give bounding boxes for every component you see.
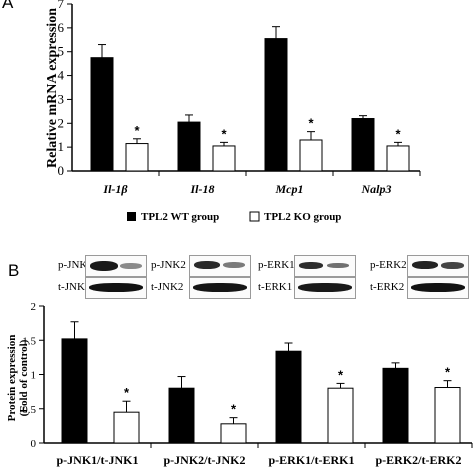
- b-significance-asterisk: *: [231, 402, 237, 417]
- legend-wt-swatch: [127, 212, 136, 221]
- a-significance-asterisk: *: [395, 126, 401, 141]
- b-category-label: p-JNK2/t-JNK2: [164, 453, 246, 467]
- blot-label-p-erk1: p-ERK1: [258, 259, 295, 271]
- b-bar-ko: [113, 411, 140, 444]
- a-significance-asterisk: *: [308, 116, 314, 131]
- a-bar-ko: [125, 143, 149, 172]
- band: [412, 261, 438, 269]
- legend-wt-label: TPL2 WT group: [141, 211, 219, 223]
- a-ytick-label: 3: [58, 91, 65, 106]
- blot-t-erk2: [407, 277, 469, 299]
- a-ytick-label: 7: [58, 0, 65, 11]
- a-category-label: Mcp1: [275, 182, 304, 196]
- band: [90, 261, 118, 271]
- blot-label-p-jnk1: p-JNK1: [58, 259, 93, 271]
- a-ytick-label: 1: [58, 139, 65, 154]
- panel-b-bars: * * * *: [43, 306, 472, 444]
- panel-b-yticks: 0 0.5 1 1.5 2: [22, 301, 44, 450]
- b-category-label: p-ERK2/t-ERK2: [375, 453, 461, 467]
- panel-b-xticks: p-JNK1/t-JNK1 p-JNK2/t-JNK2 p-ERK1/t-ERK1 p…: [57, 443, 473, 467]
- blot-label-t-jnk2: t-JNK2: [151, 281, 184, 293]
- blot-p-jnk1: [85, 255, 147, 277]
- band: [223, 262, 245, 268]
- panel-a-xticks: Il-1β Il-18 Mcp1 Nalp3: [102, 171, 421, 196]
- b-category-label: p-ERK1/t-ERK1: [268, 453, 354, 467]
- band: [194, 261, 220, 269]
- panel-b-ylabel-line1: Protein expression: [6, 335, 18, 422]
- blot-p-erk1: [294, 255, 356, 277]
- legend: TPL2 WT group TPL2 KO group: [127, 211, 341, 223]
- band: [441, 262, 464, 269]
- band: [411, 283, 465, 292]
- a-significance-asterisk: *: [221, 126, 227, 141]
- blot-label-p-jnk2: p-JNK2: [151, 259, 186, 271]
- a-category-label: Nalp3: [361, 182, 392, 196]
- band: [327, 263, 349, 268]
- b-bar-ko: [220, 423, 247, 444]
- panel-b-chart: Protein expression (Fold of control) 0 0.…: [6, 301, 473, 467]
- a-bar-wt: [351, 118, 375, 172]
- b-significance-asterisk: *: [445, 365, 451, 380]
- b-ytick-label: 1.5: [22, 335, 36, 347]
- band: [298, 283, 352, 292]
- b-bar-ko: [327, 387, 354, 444]
- band: [299, 262, 323, 269]
- a-bar-ko: [299, 139, 323, 172]
- b-ytick-label: 0.5: [22, 404, 36, 416]
- blot-label-t-erk2: t-ERK2: [370, 281, 405, 293]
- a-bar-wt: [177, 121, 201, 172]
- b-bar-ko: [434, 387, 461, 444]
- b-significance-asterisk: *: [338, 367, 344, 382]
- b-bar-wt: [275, 350, 302, 444]
- band: [193, 283, 247, 292]
- a-category-label: Il-18: [190, 182, 215, 196]
- band: [120, 263, 142, 269]
- a-ytick-label: 5: [58, 44, 65, 59]
- legend-ko-label: TPL2 KO group: [264, 211, 341, 223]
- a-bar-ko: [212, 145, 236, 172]
- a-significance-asterisk: *: [134, 123, 140, 138]
- blot-label-p-erk2: p-ERK2: [370, 259, 407, 271]
- panel-b-letter: B: [8, 261, 19, 280]
- a-bar-wt: [264, 38, 288, 172]
- b-ytick-label: 1: [31, 370, 37, 382]
- blot-label-t-jnk1: t-JNK1: [58, 281, 91, 293]
- b-ytick-label: 0: [31, 438, 37, 450]
- panel-a-chart: Relative mRNA expression 0 1 2 3 4 5 6 7 * * * * I…: [45, 0, 421, 196]
- a-ytick-label: 6: [58, 20, 65, 35]
- band: [89, 283, 143, 292]
- a-bar-ko: [386, 145, 410, 172]
- b-significance-asterisk: *: [124, 385, 130, 400]
- a-ytick-label: 2: [58, 115, 65, 130]
- b-bar-wt: [168, 387, 195, 444]
- panel-a-yticks: 0 1 2 3 4 5 6 7: [58, 0, 72, 178]
- blot-label-t-erk1: t-ERK1: [258, 281, 293, 293]
- blot-p-jnk2: [189, 255, 251, 277]
- a-bar-wt: [90, 57, 114, 172]
- b-ytick-label: 2: [31, 301, 37, 313]
- panel-a-letter: A: [2, 0, 14, 12]
- panel-a-bars: * * * *: [71, 4, 420, 172]
- blot-p-erk2: [407, 255, 469, 277]
- panel-a-ylabel: Relative mRNA expression: [45, 8, 60, 168]
- a-category-label: Il-1β: [102, 182, 128, 196]
- a-ytick-label: 0: [58, 163, 65, 178]
- b-category-label: p-JNK1/t-JNK1: [57, 453, 139, 467]
- b-bar-wt: [382, 367, 409, 444]
- blot-t-jnk2: [189, 277, 251, 299]
- panel-b-ylabel-line2: (Fold of control): [18, 339, 30, 416]
- legend-ko-swatch: [249, 211, 260, 222]
- blot-t-jnk1: [85, 277, 147, 299]
- blot-t-erk1: [294, 277, 356, 299]
- a-ytick-label: 4: [58, 68, 65, 83]
- b-bar-wt: [61, 338, 88, 444]
